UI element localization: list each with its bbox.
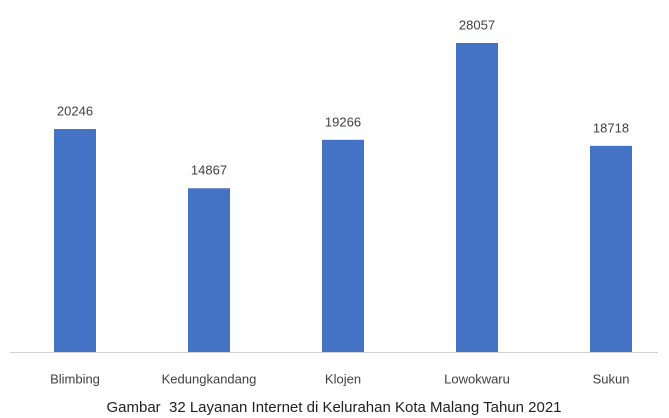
data-label: 19266: [325, 114, 361, 129]
chart-title: Gambar 32 Layanan Internet di Kelurahan …: [106, 399, 561, 416]
bar: [54, 129, 96, 352]
x-tick-label: Klojen: [325, 371, 361, 386]
bar: [322, 139, 364, 352]
x-tick-label: Kedungkandang: [162, 371, 257, 386]
x-tick-label: Blimbing: [50, 371, 100, 386]
data-label: 28057: [459, 17, 495, 32]
data-label: 20246: [57, 103, 93, 118]
bar: [456, 43, 498, 352]
data-label: 14867: [191, 163, 227, 178]
x-tick-label: Lowokwaru: [444, 371, 510, 386]
data-label: 18718: [593, 120, 629, 135]
bar: [188, 188, 230, 352]
x-tick-label: Sukun: [593, 371, 630, 386]
bar: [590, 145, 632, 352]
